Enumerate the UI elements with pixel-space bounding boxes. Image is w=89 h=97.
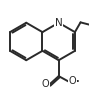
Text: O: O <box>69 76 76 86</box>
Text: N: N <box>55 18 63 28</box>
Text: O: O <box>42 79 50 89</box>
